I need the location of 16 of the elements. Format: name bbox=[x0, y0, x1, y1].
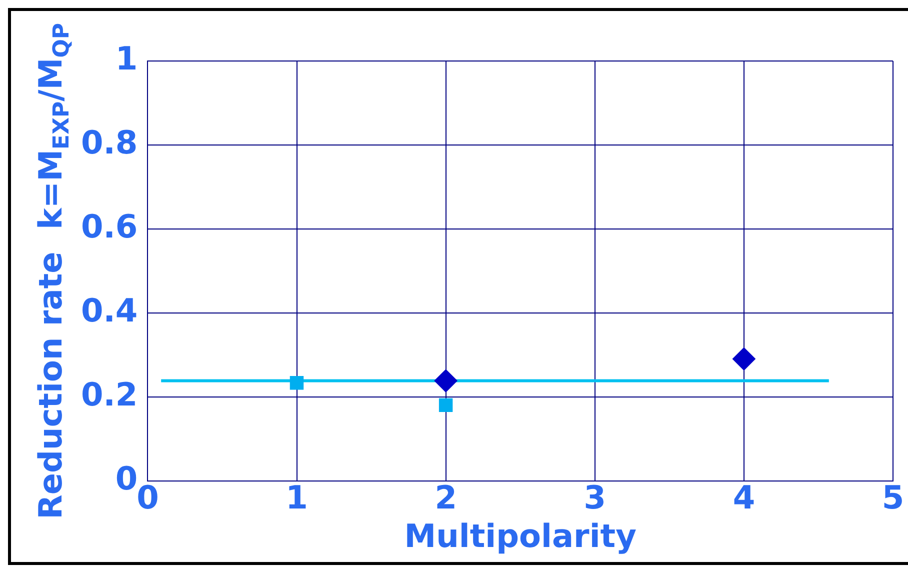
x-axis-title: Multipolarity bbox=[404, 517, 637, 556]
x-tick-label: 4 bbox=[732, 478, 756, 517]
x-tick-label: 1 bbox=[286, 478, 308, 517]
y-tick-label: 1 bbox=[115, 39, 138, 78]
point bbox=[434, 369, 458, 392]
y-tick-label: 0.8 bbox=[81, 123, 138, 162]
y-tick-label: 0.4 bbox=[81, 291, 138, 330]
x-tick-label: 3 bbox=[584, 478, 606, 517]
y-axis-title: Reduction rate k=MEXP/MQP bbox=[31, 22, 75, 520]
y-tick-label: 0.6 bbox=[81, 207, 138, 246]
point bbox=[438, 398, 453, 412]
x-tick-label: 5 bbox=[882, 478, 904, 517]
point bbox=[732, 347, 756, 370]
point bbox=[290, 376, 304, 390]
x-tick-label: 2 bbox=[434, 478, 457, 517]
y-tick-label: 0.2 bbox=[81, 375, 138, 414]
